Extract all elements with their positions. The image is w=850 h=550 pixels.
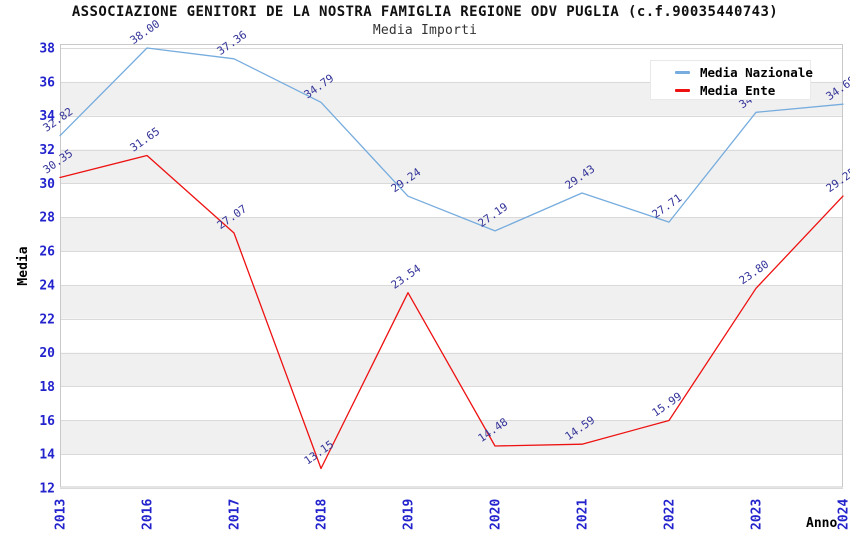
data-label: 37.36 — [215, 28, 250, 58]
legend-item-media-ente: Media Ente — [651, 81, 810, 99]
x-tick-label: 2020 — [489, 499, 504, 530]
y-tick-label: 36 — [39, 75, 55, 90]
chart-title: ASSOCIAZIONE GENITORI DE LA NOSTRA FAMIG… — [71, 4, 779, 20]
data-label: 23.80 — [737, 258, 772, 288]
y-tick-label: 34 — [39, 109, 55, 124]
data-label: 27.71 — [650, 191, 685, 221]
x-tick-label: 2016 — [141, 499, 156, 530]
x-tick-label: 2019 — [402, 499, 417, 530]
y-tick-label: 26 — [39, 245, 55, 260]
y-tick-label: 16 — [39, 414, 55, 429]
y-tick-label: 18 — [39, 380, 55, 395]
line-swatch-icon — [675, 70, 690, 74]
series-line-media-nazionale — [59, 47, 844, 232]
legend-label: Media Ente — [700, 82, 776, 98]
y-tick-label: 30 — [39, 177, 55, 192]
x-tick-label: 2013 — [54, 499, 69, 530]
grid-stripe — [60, 420, 843, 455]
legend-label: Media Nazionale — [700, 64, 813, 80]
grid-stripe — [60, 149, 843, 184]
x-tick-label: 2018 — [315, 499, 330, 530]
x-tick-label: 2021 — [576, 499, 591, 530]
y-tick-label: 38 — [39, 42, 55, 57]
y-tick-label: 20 — [39, 346, 55, 361]
legend-item-media-nazionale: Media Nazionale — [651, 63, 813, 81]
legend: Media Nazionale Media Ente — [650, 60, 813, 100]
y-tick-label: 22 — [39, 312, 55, 327]
plot-frame — [60, 44, 843, 488]
y-tick-label: 32 — [39, 143, 55, 158]
x-tick-label: 2017 — [228, 499, 243, 530]
data-label: 38.00 — [128, 17, 163, 47]
x-tick-label: 2022 — [663, 499, 678, 530]
x-tick-label: 2024 — [837, 499, 850, 530]
y-tick-label: 12 — [39, 482, 55, 497]
y-tick-label: 14 — [39, 448, 55, 463]
grid-stripe — [60, 284, 843, 319]
y-tick-label: 24 — [39, 278, 55, 293]
y-axis-title: Media — [16, 246, 31, 285]
line-swatch-icon — [675, 88, 690, 92]
x-tick-label: 2023 — [750, 499, 765, 530]
x-axis-title: Anno — [806, 516, 837, 531]
y-tick-label: 28 — [39, 211, 55, 226]
series-line-media-ente — [59, 154, 844, 470]
chart-subtitle: Media Importi — [372, 23, 478, 38]
grid-stripe — [60, 217, 843, 252]
